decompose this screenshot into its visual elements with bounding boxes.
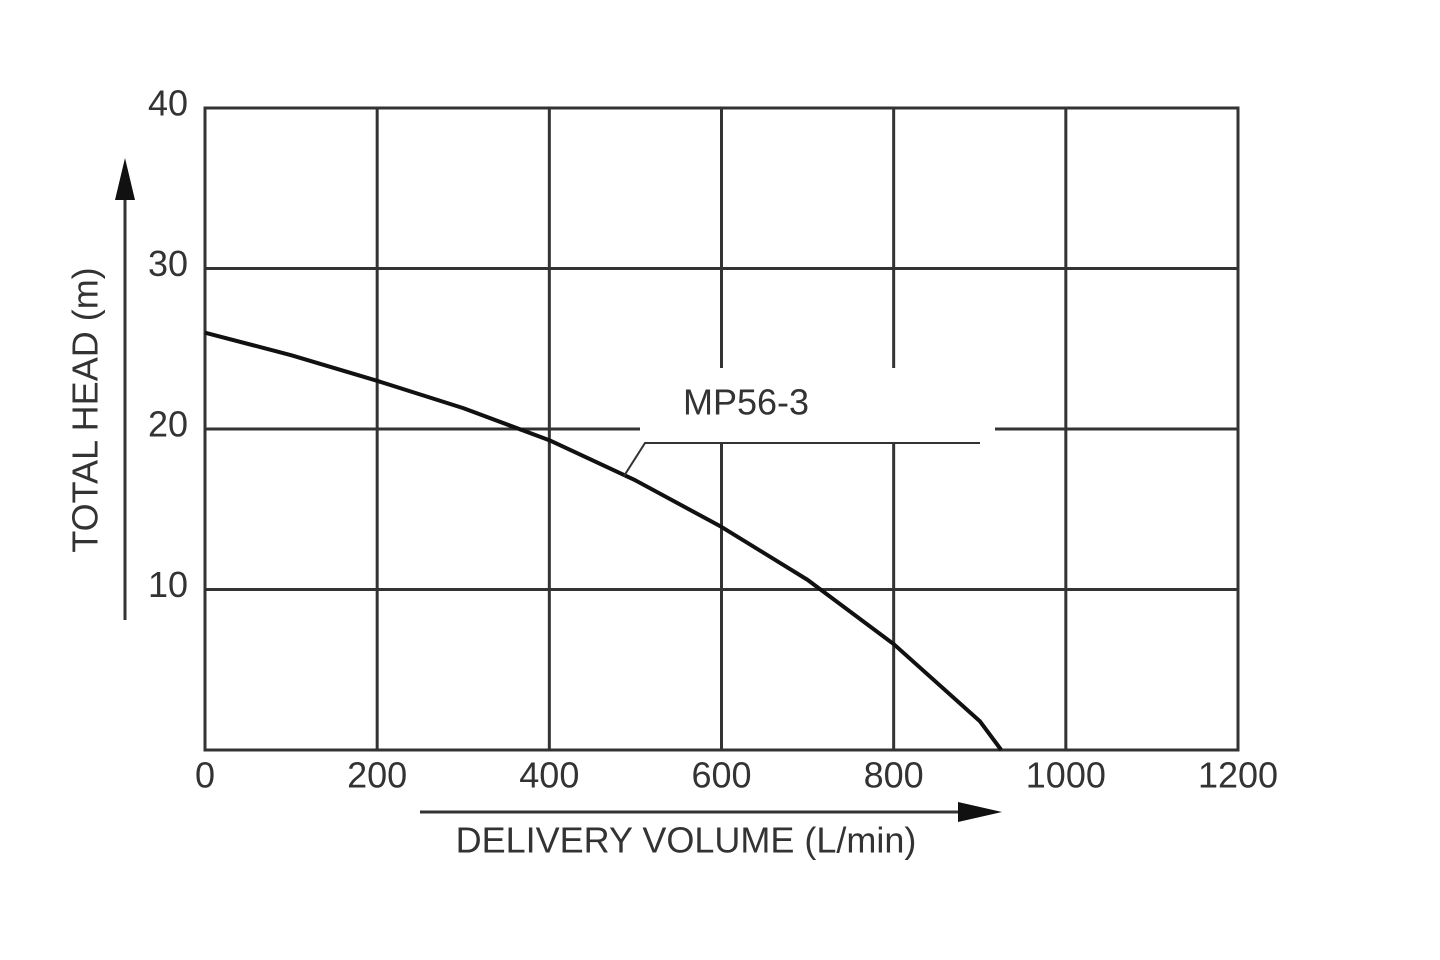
y-tick-label: 40 [148,83,188,124]
series-annotation: MP56-3 [683,382,809,423]
series-line [204,330,1003,752]
y-axis-label: TOTAL HEAD (m) [65,267,106,552]
x-axis-arrowhead [958,802,1002,822]
annotation-bg [640,368,995,444]
annotation-leader [623,442,980,477]
y-axis-arrowhead [115,158,135,200]
x-tick-label: 1000 [1026,755,1106,796]
x-axis-label: DELIVERY VOLUME (L/min) [456,820,917,861]
x-tick-label: 0 [195,755,215,796]
x-tick-label: 800 [864,755,924,796]
x-tick-label: 600 [691,755,751,796]
y-tick-label: 10 [148,564,188,605]
x-tick-label: 200 [347,755,407,796]
plot-frame [203,106,1240,752]
x-tick-label: 400 [519,755,579,796]
x-tick-label: 1200 [1198,755,1278,796]
y-tick-label: 20 [148,404,188,445]
y-tick-label: 30 [148,243,188,284]
